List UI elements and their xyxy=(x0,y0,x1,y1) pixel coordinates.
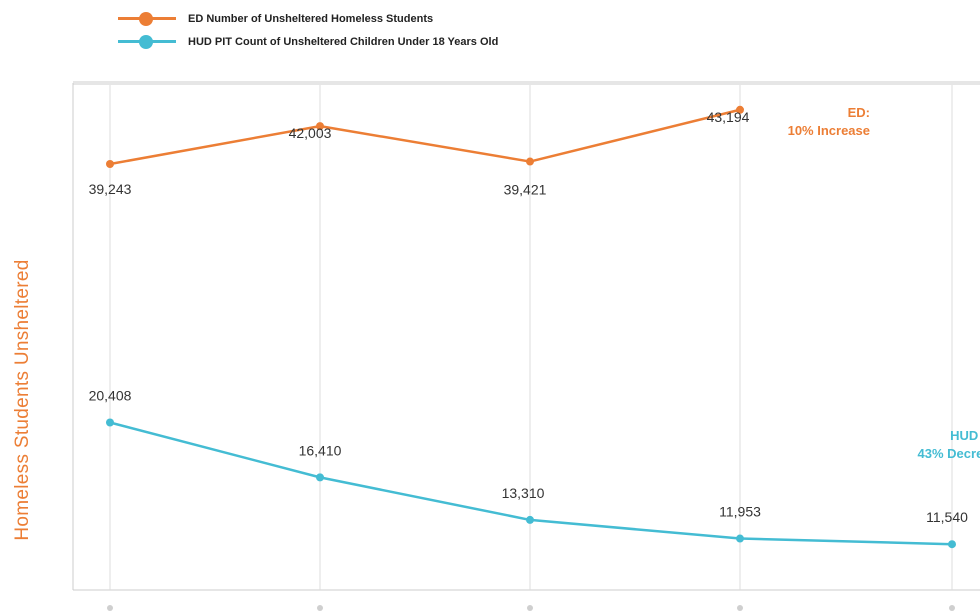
hud-value-label-1: 16,410 xyxy=(299,442,342,458)
hud-value-label-0: 20,408 xyxy=(89,388,132,404)
legend-marker-ed xyxy=(139,12,153,26)
hud-series-line xyxy=(109,421,953,546)
legend-swatch-hud xyxy=(118,35,176,49)
hud-point-0 xyxy=(106,418,114,427)
legend-marker-hud xyxy=(139,35,153,49)
x-tick-dot-2 xyxy=(527,605,533,611)
legend-item-hud: HUD PIT Count of Unsheltered Children Un… xyxy=(118,33,498,51)
x-tick-dot-4 xyxy=(949,605,955,611)
ed-point-1 xyxy=(316,122,324,131)
hud-annotation-line-1: 43% Decrease xyxy=(918,446,980,461)
ed-series-line xyxy=(109,108,741,166)
hud-point-3 xyxy=(736,534,744,543)
hud-value-label-2: 13,310 xyxy=(502,485,545,501)
hud-point-2 xyxy=(526,515,534,524)
ed-annotation-line-0: ED: xyxy=(848,105,870,120)
ed-point-2 xyxy=(526,157,534,166)
ed-point-3 xyxy=(736,105,744,114)
hud-annotation-line-0: HUD PIT: xyxy=(950,428,980,443)
legend-item-ed: ED Number of Unsheltered Homeless Studen… xyxy=(118,10,433,28)
legend-swatch-ed xyxy=(118,12,176,26)
legend: ED Number of Unsheltered Homeless Studen… xyxy=(0,0,980,60)
hud-point-1 xyxy=(316,473,324,482)
hud-value-label-3: 11,953 xyxy=(719,504,761,520)
hud-point-4 xyxy=(948,540,956,549)
ed-value-label-1: 42,003 xyxy=(289,125,332,141)
ed-annotation-line-1: 10% Increase xyxy=(788,123,870,138)
legend-label-ed: ED Number of Unsheltered Homeless Studen… xyxy=(188,13,434,25)
ed-value-label-2: 39,421 xyxy=(504,182,547,198)
ed-value-label-3: 43,194 xyxy=(707,109,750,125)
ed-value-label-0: 39,243 xyxy=(89,181,132,197)
x-tick-dot-0 xyxy=(107,605,113,611)
hud-value-label-4: 11,540 xyxy=(926,509,968,525)
x-tick-dot-3 xyxy=(737,605,743,611)
x-tick-dot-1 xyxy=(317,605,323,611)
legend-label-hud: HUD PIT Count of Unsheltered Children Un… xyxy=(188,36,499,48)
ed-point-0 xyxy=(106,160,114,168)
